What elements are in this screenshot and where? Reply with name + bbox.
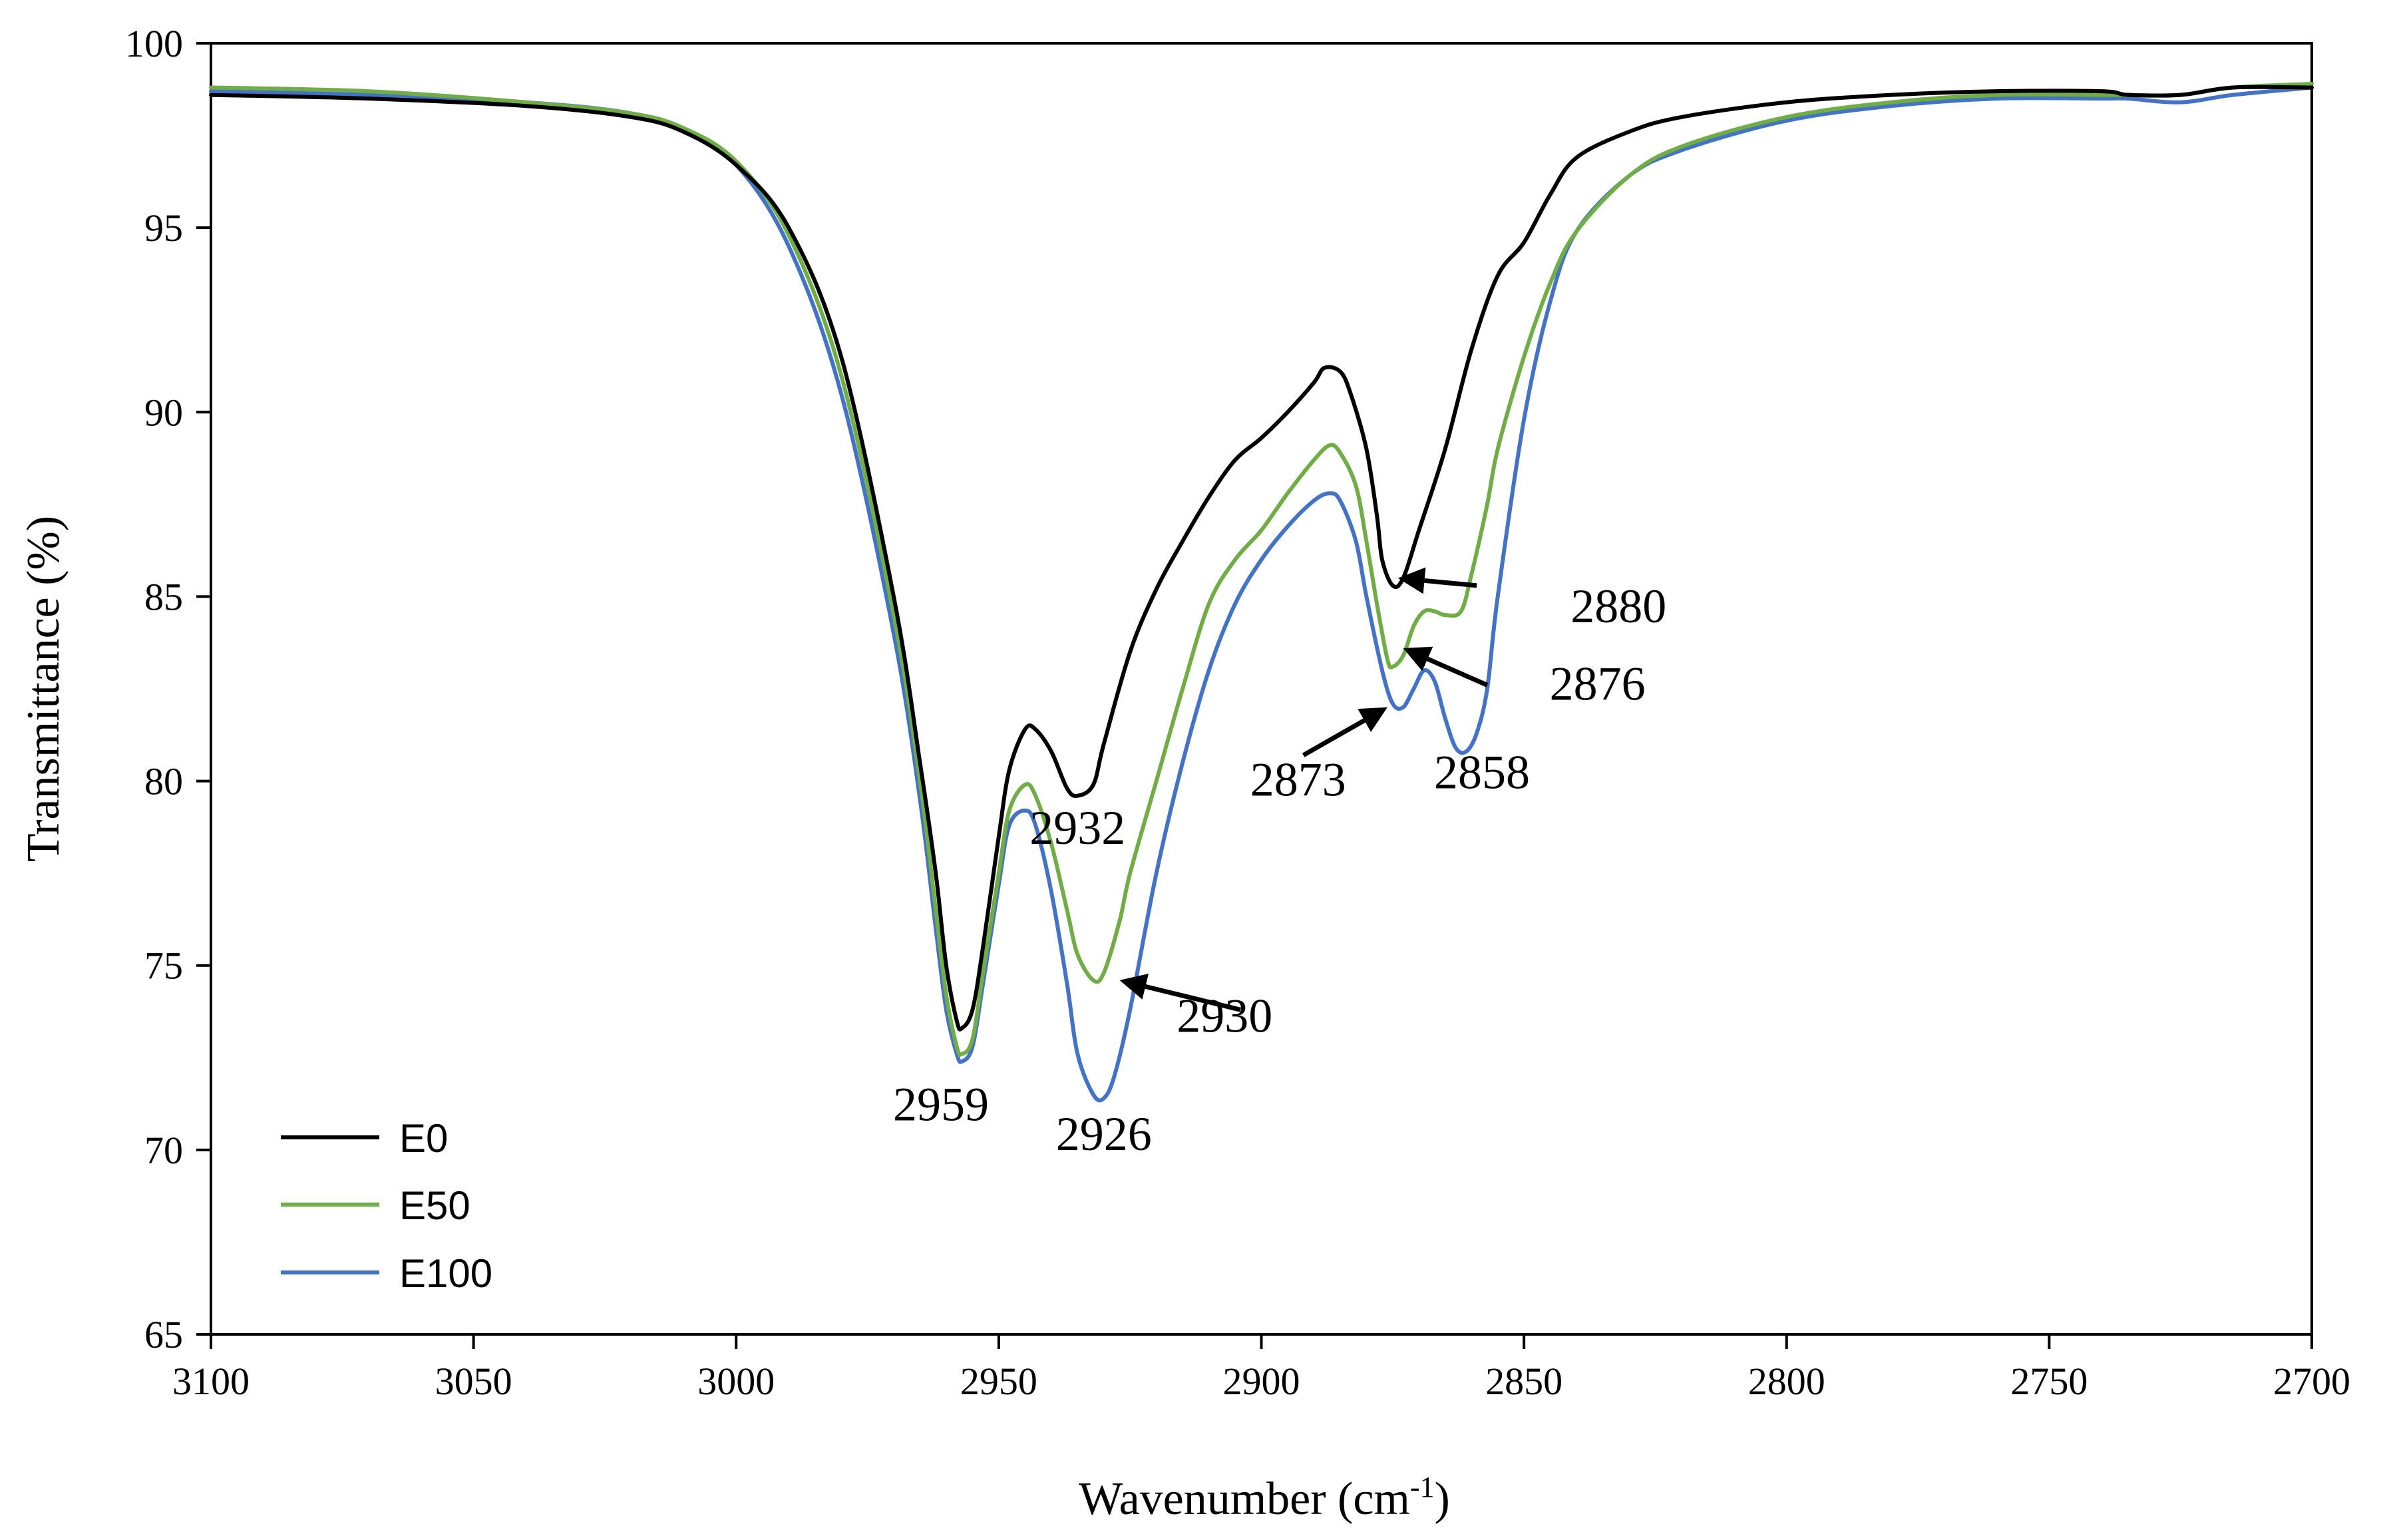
peak-label: 2880	[1570, 580, 1666, 633]
legend-label-e50: E50	[399, 1183, 470, 1228]
x-tick-label: 2900	[1223, 1360, 1300, 1403]
x-axis: 3100 3050 3000 2950 2900 2850 2800 2750 2700	[172, 1334, 2350, 1403]
peak-label: 2858	[1434, 746, 1530, 799]
peak-label: 2930	[1177, 989, 1272, 1042]
y-tick-label: 95	[144, 206, 183, 250]
legend: E0 E50 E100	[281, 1116, 492, 1296]
x-tick-label: 2950	[960, 1360, 1037, 1403]
x-tick-label: 3050	[435, 1360, 512, 1403]
y-tick-label: 75	[144, 944, 183, 988]
arrow-head	[1358, 707, 1387, 732]
arrow-head	[1403, 646, 1433, 672]
y-tick-label: 85	[144, 575, 183, 618]
arrow-shaft	[1426, 656, 1489, 687]
peak-label: 2926	[1056, 1107, 1152, 1161]
peak-annotations: 2959 2926 2932 2930 2873 2858 2880 2876	[893, 580, 1666, 1161]
annotation-arrows	[1119, 567, 1489, 1012]
x-tick-label: 2800	[1748, 1360, 1825, 1403]
y-tick-label: 70	[144, 1129, 183, 1172]
series-group	[209, 82, 2314, 1103]
x-axis-title-main: Wavenumber (cm	[1079, 1473, 1410, 1525]
series-line-e50	[209, 82, 2314, 1057]
arrow-shaft	[1302, 718, 1366, 757]
x-tick-label: 2700	[2273, 1360, 2350, 1403]
peak-label: 2873	[1250, 753, 1346, 807]
x-axis-title: Wavenumber (cm-1)	[1079, 1471, 1450, 1525]
peak-label: 2876	[1550, 658, 1646, 711]
y-tick-label: 65	[144, 1313, 183, 1356]
peak-label: 2959	[893, 1078, 989, 1131]
y-axis: 65 70 75 80 85 90 95 100	[125, 22, 211, 1356]
x-tick-label: 2850	[1485, 1360, 1562, 1403]
legend-label-e0: E0	[399, 1116, 448, 1161]
x-tick-label: 3100	[172, 1360, 250, 1403]
legend-label-e100: E100	[399, 1251, 492, 1296]
y-tick-label: 100	[125, 22, 183, 65]
y-tick-label: 90	[144, 391, 183, 434]
arrow-shaft	[1145, 984, 1241, 1012]
arrow-shaft	[1424, 578, 1477, 588]
series-line-e0	[209, 85, 2314, 1032]
y-axis-title: Transmittance (%)	[18, 516, 69, 862]
arrow-head	[1119, 973, 1149, 1000]
peak-label: 2932	[1029, 801, 1125, 855]
y-tick-label: 80	[144, 760, 183, 803]
x-axis-title-end: )	[1435, 1473, 1450, 1525]
x-axis-title-superscript: -1	[1410, 1471, 1435, 1503]
x-tick-label: 3000	[697, 1360, 775, 1403]
x-tick-label: 2750	[2010, 1360, 2088, 1403]
arrow-head	[1397, 567, 1426, 594]
